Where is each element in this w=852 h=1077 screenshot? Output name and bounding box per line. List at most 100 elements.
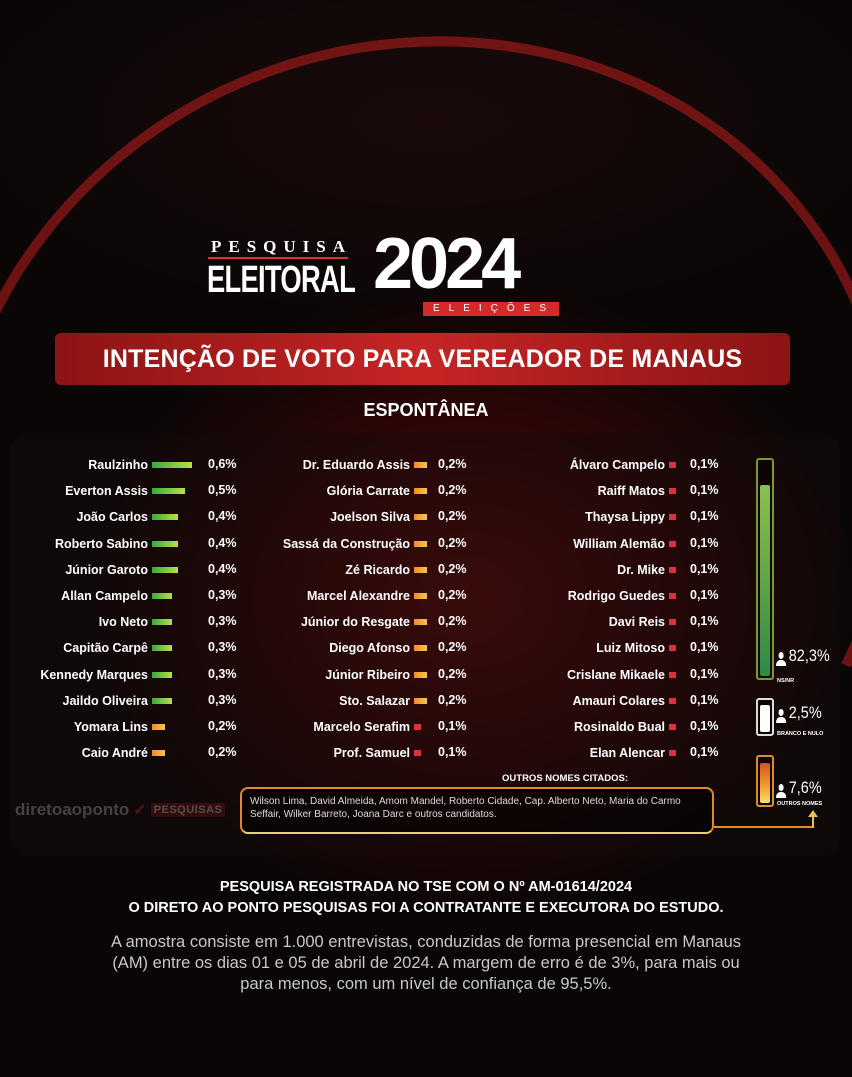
candidate-row: Joelson Silva	[0, 507, 410, 527]
candidate-percent: 0,3%	[208, 640, 237, 655]
candidate-name: Sassá da Construção	[282, 536, 410, 551]
candidate-row: William Alemão	[0, 534, 665, 554]
candidate-name: Álvaro Campelo	[569, 458, 665, 472]
candidate-row: Capitão Carpê	[0, 638, 148, 658]
candidate-name: Dr. Mike	[617, 562, 665, 577]
candidate-name: Roberto Sabino	[54, 536, 148, 551]
candidate-percent: 0,1%	[690, 483, 719, 498]
candidate-name: Rosinaldo Bual	[574, 720, 665, 734]
candidate-name: Marcelo Serafim	[313, 720, 410, 734]
candidate-row: Júnior Ribeiro	[0, 665, 410, 685]
candidate-name: Joelson Silva	[330, 510, 410, 525]
candidate-row: Prof. Samuel	[0, 743, 410, 763]
candidate-row: Raiff Matos	[0, 481, 665, 501]
candidate-percent: 0,5%	[208, 483, 237, 498]
candidate-percent: 0,1%	[438, 719, 467, 733]
page-title: INTENÇÃO DE VOTO PARA VEREADOR DE MANAUS	[102, 344, 743, 373]
candidate-name: Capitão Carpê	[63, 641, 148, 656]
candidate-percent: 0,1%	[690, 745, 719, 760]
candidate-bar	[414, 488, 428, 495]
summary-value: 2,5%	[776, 703, 822, 723]
candidate-name: Luiz Mitoso	[596, 641, 665, 656]
candidate-percent: 0,1%	[690, 535, 719, 550]
candidate-bar	[152, 566, 179, 573]
outros-text: Wilson Lima, David Almeida, Amom Mandel,…	[250, 796, 681, 820]
candidate-name: Allan Campelo	[61, 589, 148, 603]
candidate-name: Caio André	[81, 746, 148, 761]
logo-tag: PESQUISAS	[150, 803, 226, 817]
outros-title: OUTROS NOMES CITADOS:	[502, 773, 628, 784]
candidate-row: Rodrigo Guedes	[0, 586, 665, 606]
candidate-name: Diego Afonso	[329, 641, 410, 656]
candidate-percent: 0,4%	[208, 535, 237, 550]
candidate-bar	[414, 593, 428, 599]
candidate-bar	[669, 540, 676, 547]
candidate-name: William Alemão	[573, 536, 665, 551]
candidate-percent: 0,4%	[208, 561, 237, 576]
logo-watermark: diretoaoponto ✓ PESQUISAS	[15, 800, 226, 820]
candidate-bar	[669, 619, 676, 626]
candidate-row: Raulzinho	[0, 455, 148, 475]
candidate-row: Dr. Mike	[0, 560, 665, 580]
candidate-bar	[414, 645, 428, 652]
candidate-row: Diego Afonso	[0, 638, 410, 658]
candidate-name: Prof. Samuel	[333, 746, 410, 761]
candidate-percent: 0,1%	[690, 457, 719, 471]
candidate-name: Elan Alencar	[589, 746, 665, 761]
candidate-name: Amauri Colares	[572, 693, 665, 708]
candidate-bar	[152, 462, 192, 468]
summary-bar	[756, 458, 774, 680]
header-divider	[208, 257, 348, 259]
candidate-bar	[669, 750, 676, 757]
candidate-row: Crislane Mikaele	[0, 665, 665, 685]
candidate-percent: 0,2%	[438, 509, 467, 524]
summary-bar	[756, 698, 774, 736]
connector-line-vertical	[812, 816, 814, 828]
candidate-bar	[152, 540, 179, 547]
candidate-row: Kennedy Marques	[0, 665, 148, 685]
candidate-row: Álvaro Campelo	[0, 455, 665, 475]
person-icon	[776, 652, 787, 666]
candidate-percent: 0,1%	[438, 745, 467, 760]
candidate-percent: 0,3%	[208, 692, 237, 707]
candidate-percent: 0,2%	[438, 640, 467, 655]
background	[0, 0, 852, 1024]
candidate-bar	[669, 514, 676, 521]
candidate-bar	[669, 566, 676, 573]
candidate-row: Luiz Mitoso	[0, 638, 665, 658]
candidate-row: Sassá da Construção	[0, 534, 410, 554]
candidate-bar	[669, 724, 676, 730]
candidate-percent: 0,2%	[438, 614, 467, 629]
candidate-percent: 0,2%	[438, 457, 467, 471]
candidate-bar	[669, 645, 676, 652]
candidate-bar	[414, 724, 421, 730]
footer-methodology: A amostra consiste em 1.000 entrevistas,…	[0, 932, 852, 995]
candidate-name: Thaysa Lippy	[585, 510, 665, 525]
candidate-row: Thaysa Lippy	[0, 507, 665, 527]
page-subtitle: ESPONTÂNEA	[363, 400, 489, 420]
summary-value: 7,6%	[776, 778, 822, 798]
footer-line-2: O DIRETO AO PONTO PESQUISAS FOI A CONTRA…	[128, 900, 724, 916]
candidate-row: Yomara Lins	[0, 717, 148, 737]
candidate-bar	[669, 697, 676, 704]
candidate-percent: 0,6%	[208, 457, 237, 471]
candidate-name: Yomara Lins	[73, 720, 148, 734]
candidate-percent: 0,1%	[690, 666, 719, 681]
footer-registration: PESQUISA REGISTRADA NO TSE COM O Nº AM-0…	[0, 877, 852, 919]
candidate-row: Glória Carrate	[0, 481, 410, 501]
candidate-name: Glória Carrate	[326, 484, 410, 499]
candidate-bar	[669, 488, 676, 495]
candidate-row: Zé Ricardo	[0, 560, 410, 580]
candidate-row: Dr. Eduardo Assis	[0, 455, 410, 475]
summary-bar-fill	[760, 705, 770, 732]
candidate-bar	[152, 593, 172, 599]
summary-percent: 82,3%	[788, 646, 830, 665]
candidate-bar	[669, 593, 676, 599]
candidate-percent: 0,1%	[690, 509, 719, 524]
candidate-bar	[414, 514, 428, 521]
outros-box: Wilson Lima, David Almeida, Amom Mandel,…	[240, 787, 714, 834]
summary-percent: 2,5%	[788, 703, 822, 722]
candidate-name: Júnior Ribeiro	[325, 667, 410, 682]
candidate-bar	[152, 750, 166, 757]
candidate-percent: 0,2%	[438, 666, 467, 681]
